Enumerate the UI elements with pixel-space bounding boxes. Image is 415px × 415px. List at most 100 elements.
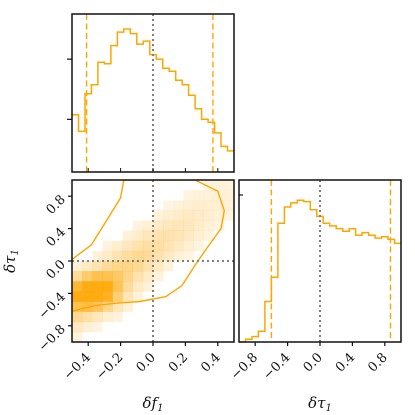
joint-hist-cell <box>193 210 204 221</box>
joint-xtick-label: 0.2 <box>166 350 191 375</box>
joint-hist-cell <box>112 261 123 272</box>
joint-hist-cell <box>102 291 113 302</box>
joint-hist-cell <box>183 240 194 252</box>
joint-hist-cell <box>122 291 133 302</box>
joint-hist-cell <box>132 240 144 252</box>
joint-hist-cell <box>72 301 83 312</box>
marginal-dtau1-xtick-label: 0.0 <box>301 350 326 375</box>
joint-hist-cell <box>132 271 144 282</box>
joint-hist-cell <box>163 261 174 272</box>
joint-hist-cell <box>132 291 144 302</box>
joint-hist-cell <box>92 291 103 302</box>
joint-ytick-label: −0.4 <box>36 290 69 323</box>
joint-hist-cell <box>203 200 214 211</box>
joint-hist-cell <box>92 261 103 272</box>
joint-hist-cell <box>102 281 113 292</box>
joint-hist-cell <box>223 180 234 191</box>
marginal-dtau1-xtick-label: 0.8 <box>365 350 390 375</box>
marginal-dtau1-xtick-label: −0.4 <box>260 350 293 383</box>
joint-hist-cell <box>193 220 204 231</box>
marginal-dtau1-xtick-label: 0.4 <box>333 350 358 375</box>
joint-contour <box>72 180 225 312</box>
joint-hist-cell <box>193 200 204 211</box>
marginal-df1-frame <box>71 13 235 173</box>
joint-hist-cell <box>183 220 194 231</box>
joint-hist-cell <box>132 261 144 272</box>
joint-hist-cell <box>82 301 93 312</box>
joint-xtick-label: 0.4 <box>198 350 223 375</box>
joint-hist-cell <box>183 210 194 221</box>
joint-hist-cell <box>92 271 103 282</box>
joint-hist-cell <box>183 230 194 241</box>
joint-ytick-label: 0.0 <box>44 257 69 282</box>
joint-hist-cell <box>142 271 154 282</box>
joint-hist-cell <box>153 250 164 262</box>
joint-hist-cell <box>112 281 123 292</box>
joint-hist-cell <box>213 210 225 221</box>
joint-hist-cell <box>102 261 113 272</box>
joint-hist-cell <box>163 250 174 262</box>
joint-hist-cell <box>92 321 103 333</box>
joint-hist-cell <box>223 200 234 211</box>
joint-hist-cell <box>122 281 133 292</box>
marginal-dtau1-content <box>239 180 401 343</box>
marginal-df1-ticks <box>67 58 219 172</box>
joint-hist-cell <box>102 250 113 262</box>
joint-hist-cell <box>213 220 225 231</box>
joint-hist-cell <box>112 250 123 262</box>
x-axis-label-dtau1: δτ1 <box>308 394 332 414</box>
joint-hist-cell <box>203 190 214 201</box>
joint-hist-cell <box>82 321 93 333</box>
joint-hist-cell <box>102 311 113 322</box>
joint-hist-cell <box>142 230 154 241</box>
joint-hist-cell <box>213 180 225 191</box>
joint-hist-cell <box>173 250 184 262</box>
joint-hist-cell <box>203 180 214 191</box>
joint-xtick-label: −0.2 <box>93 350 126 383</box>
joint-hist-cell <box>153 271 164 282</box>
joint-ytick-label: −0.8 <box>36 322 69 355</box>
joint-xtick-label: −0.4 <box>61 350 94 383</box>
joint-hist-cell <box>142 281 154 292</box>
joint-hist-cell <box>122 230 133 241</box>
joint-hist-cell <box>163 220 174 231</box>
marginal-dtau1-xtick-label: −0.8 <box>228 350 261 383</box>
joint-hist-cell <box>183 250 194 262</box>
joint-hist-cell <box>142 261 154 272</box>
joint-hist-cell <box>142 240 154 252</box>
joint-hist-cell <box>82 261 93 272</box>
joint-hist-cell <box>203 210 214 221</box>
joint-hist-cell <box>92 250 103 262</box>
joint-hist-cell <box>203 220 214 231</box>
joint-hist-cell <box>82 281 93 292</box>
joint-hist-cell <box>163 200 174 211</box>
joint-hist-cell <box>82 291 93 302</box>
joint-hist-cell <box>183 190 194 201</box>
joint-content <box>72 180 234 342</box>
joint-hist-cell <box>122 250 133 262</box>
joint-hist-cell <box>92 281 103 292</box>
joint-hist-cell <box>102 271 113 282</box>
joint-hist-cell <box>122 240 133 252</box>
joint-hist-cell <box>72 291 83 302</box>
joint-hist-cell <box>223 190 234 201</box>
joint-hist-cell <box>102 240 113 252</box>
joint-hist-cell <box>223 210 234 221</box>
joint-hist-cell <box>173 200 184 211</box>
joint-hist-cell <box>153 210 164 221</box>
joint-hist-cell <box>72 321 83 333</box>
joint-hist-cell <box>153 240 164 252</box>
joint-hist-cell <box>122 301 133 312</box>
joint-hist-cell <box>173 230 184 241</box>
y-axis-label-dtau1: δτ1 <box>1 249 21 273</box>
joint-hist-cell <box>142 220 154 231</box>
joint-hist-cell <box>153 230 164 241</box>
x-axis-label-df1: δf1 <box>143 394 164 414</box>
joint-hist-cell <box>132 220 144 231</box>
marginal-dtau1-ticks: −0.8 −0.4 0.0 0.4 0.8 <box>228 194 391 383</box>
joint-hist-cell <box>173 220 184 231</box>
joint-hist-cell <box>72 271 83 282</box>
joint-hist-cell <box>112 311 123 322</box>
joint-hist-cell <box>112 240 123 252</box>
